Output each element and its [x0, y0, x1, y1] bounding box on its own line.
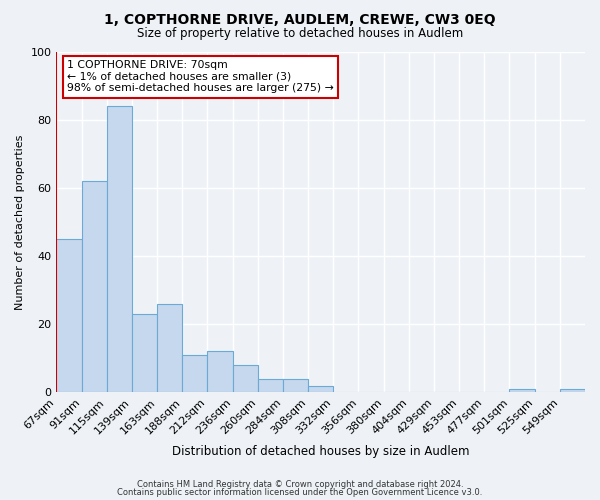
Bar — [107, 106, 132, 393]
Bar — [182, 355, 208, 393]
X-axis label: Distribution of detached houses by size in Audlem: Distribution of detached houses by size … — [172, 444, 469, 458]
Text: Size of property relative to detached houses in Audlem: Size of property relative to detached ho… — [137, 28, 463, 40]
Bar — [283, 378, 308, 392]
Bar — [258, 378, 283, 392]
Text: Contains public sector information licensed under the Open Government Licence v3: Contains public sector information licen… — [118, 488, 482, 497]
Bar — [56, 239, 82, 392]
Text: Contains HM Land Registry data © Crown copyright and database right 2024.: Contains HM Land Registry data © Crown c… — [137, 480, 463, 489]
Bar — [308, 386, 333, 392]
Bar — [233, 365, 258, 392]
Bar — [509, 389, 535, 392]
Bar — [157, 304, 182, 392]
Bar — [208, 352, 233, 393]
Y-axis label: Number of detached properties: Number of detached properties — [15, 134, 25, 310]
Text: 1, COPTHORNE DRIVE, AUDLEM, CREWE, CW3 0EQ: 1, COPTHORNE DRIVE, AUDLEM, CREWE, CW3 0… — [104, 12, 496, 26]
Text: 1 COPTHORNE DRIVE: 70sqm
← 1% of detached houses are smaller (3)
98% of semi-det: 1 COPTHORNE DRIVE: 70sqm ← 1% of detache… — [67, 60, 334, 93]
Bar — [82, 181, 107, 392]
Bar — [132, 314, 157, 392]
Bar — [560, 389, 585, 392]
